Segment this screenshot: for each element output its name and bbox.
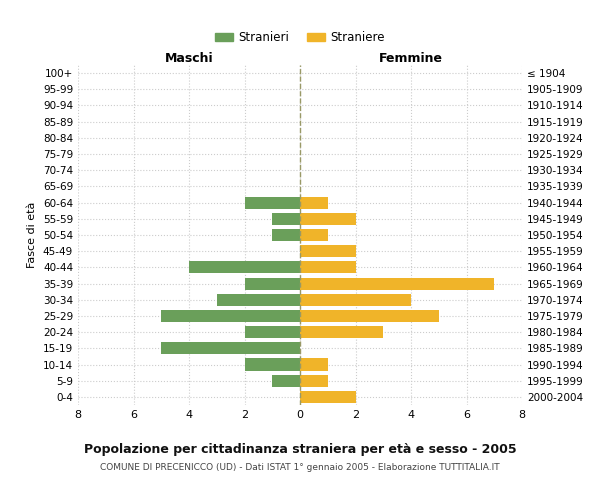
Text: Femmine: Femmine (379, 52, 443, 65)
Bar (217, 294, 300, 306)
Bar (161, 310, 300, 322)
Bar (300, 391, 355, 403)
Bar (189, 262, 300, 274)
Bar (245, 358, 300, 370)
Bar (300, 358, 328, 370)
Legend: Stranieri, Straniere: Stranieri, Straniere (210, 26, 390, 49)
Bar (300, 212, 355, 225)
Bar (245, 196, 300, 208)
Bar (272, 212, 300, 225)
Bar (300, 374, 328, 387)
Bar (300, 196, 328, 208)
Bar (245, 326, 300, 338)
Bar (300, 326, 383, 338)
Bar (300, 245, 355, 258)
Text: Popolazione per cittadinanza straniera per età e sesso - 2005: Popolazione per cittadinanza straniera p… (83, 442, 517, 456)
Bar (272, 374, 300, 387)
Y-axis label: Fasce di età: Fasce di età (28, 202, 37, 268)
Bar (161, 342, 300, 354)
Bar (300, 294, 411, 306)
Bar (300, 262, 355, 274)
Text: COMUNE DI PRECENICCO (UD) - Dati ISTAT 1° gennaio 2005 - Elaborazione TUTTITALIA: COMUNE DI PRECENICCO (UD) - Dati ISTAT 1… (100, 462, 500, 471)
Bar (300, 310, 439, 322)
Bar (300, 278, 494, 289)
Bar (272, 229, 300, 241)
Bar (245, 278, 300, 289)
Text: Maschi: Maschi (164, 52, 214, 65)
Bar (300, 229, 328, 241)
